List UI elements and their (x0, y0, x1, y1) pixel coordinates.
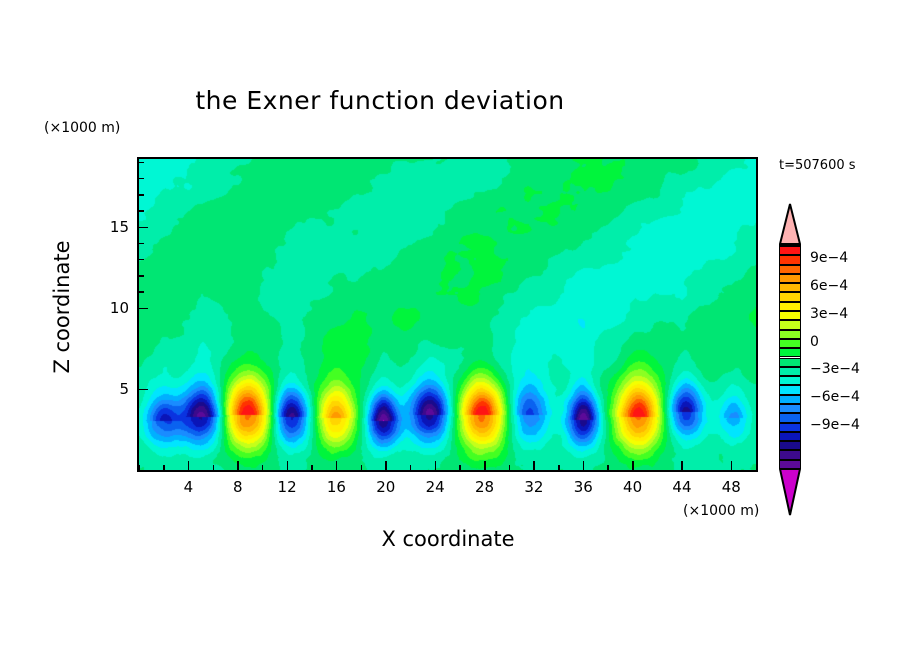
colorbar-band (780, 264, 800, 274)
colorbar-band (780, 450, 800, 460)
y-tick-minor (139, 177, 144, 180)
colorbar-band (780, 348, 800, 358)
colorbar-band (780, 376, 800, 386)
x-tick-label: 40 (623, 478, 643, 496)
colorbar-band (780, 422, 800, 432)
colorbar-band (780, 413, 800, 423)
x-tick-major (286, 461, 289, 470)
x-tick-label: 32 (524, 478, 544, 496)
y-tick-label: 10 (109, 299, 129, 318)
colorbar-band (780, 311, 800, 321)
x-tick-minor (163, 465, 165, 470)
x-tick-major (730, 461, 733, 470)
colorbar-tick-label: 3e−4 (810, 305, 849, 322)
y-tick-major (139, 226, 148, 229)
x-tick-major (187, 461, 190, 470)
colorbar-band (780, 338, 800, 349)
colorbar-band (780, 441, 800, 451)
x-tick-minor (138, 465, 140, 470)
timestamp-label: t=507600 s (779, 158, 856, 173)
x-axis-unit-label: (×1000 m) (683, 503, 760, 519)
x-tick-minor (212, 465, 215, 470)
colorbar[interactable] (779, 245, 801, 469)
x-tick-label: 12 (277, 478, 297, 496)
y-tick-minor (139, 258, 144, 261)
colorbar-band (780, 403, 800, 414)
x-tick-major (632, 461, 634, 470)
colorbar-tick-label: −9e−4 (810, 417, 860, 434)
x-tick-minor (360, 465, 363, 470)
colorbar-tick-label: −3e−4 (810, 361, 860, 378)
x-tick-label: 16 (326, 478, 346, 496)
x-tick-label: 28 (474, 478, 495, 496)
x-tick-label: 44 (672, 478, 692, 496)
x-tick-minor (261, 465, 264, 470)
x-tick-label: 4 (183, 478, 194, 496)
colorbar-band (780, 273, 800, 284)
colorbar-tick-label: −6e−4 (810, 389, 860, 406)
y-tick-minor (139, 210, 144, 212)
x-tick-major (385, 461, 387, 470)
colorbar-band (780, 292, 800, 302)
x-tick-major (582, 461, 585, 470)
colorbar-band (780, 329, 800, 339)
y-tick-minor (139, 161, 144, 164)
x-tick-major (484, 461, 486, 470)
x-tick-major (681, 461, 683, 470)
x-tick-minor (508, 465, 511, 470)
x-tick-major (335, 461, 338, 470)
x-tick-label: 36 (573, 478, 593, 496)
colorbar-band (780, 246, 800, 256)
colorbar-band (780, 431, 800, 442)
x-tick-minor (311, 465, 313, 470)
colorbar-tick-label: 6e−4 (810, 277, 849, 294)
colorbar-tick-label: 9e−4 (810, 249, 849, 266)
x-tick-major (533, 461, 535, 470)
y-tick-minor (139, 194, 144, 196)
colorbar-band (780, 255, 800, 265)
y-tick-major (139, 307, 148, 310)
x-tick-minor (558, 465, 560, 470)
y-axis-unit-label: (×1000 m) (44, 120, 121, 136)
x-tick-minor (409, 465, 412, 470)
x-tick-major (434, 461, 437, 470)
colorbar-under-cap (778, 468, 802, 516)
colorbar-band (780, 301, 800, 312)
colorbar-tick-label: 0 (810, 333, 819, 350)
x-tick-label: 24 (425, 478, 445, 496)
x-axis-title: X coordinate (381, 527, 515, 551)
x-tick-label: 48 (721, 478, 741, 496)
y-tick-minor (139, 291, 144, 293)
y-axis-title: Z coordinate (50, 240, 74, 374)
colorbar-over-cap (778, 203, 802, 245)
page-title: the Exner function deviation (195, 86, 565, 115)
contour-plot-area (137, 157, 758, 472)
x-tick-label: 20 (376, 478, 396, 496)
x-tick-label: 8 (232, 478, 243, 496)
y-tick-major (139, 388, 148, 390)
x-tick-major (237, 461, 239, 470)
colorbar-band (780, 385, 800, 395)
y-tick-minor (139, 275, 144, 277)
colorbar-band (780, 357, 800, 367)
colorbar-band (780, 394, 800, 404)
y-tick-label: 15 (109, 218, 129, 237)
y-tick-minor (139, 242, 144, 245)
x-tick-minor (459, 465, 461, 470)
y-tick-label: 5 (119, 380, 129, 398)
colorbar-band (780, 366, 800, 377)
colorbar-band (780, 283, 800, 293)
x-tick-minor (607, 465, 609, 470)
colorbar-band (780, 320, 800, 330)
